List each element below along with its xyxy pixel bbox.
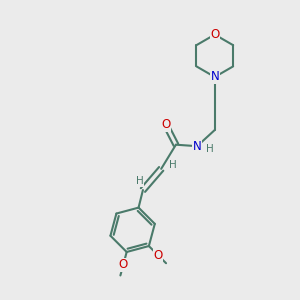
Text: O: O	[154, 249, 163, 262]
Text: N: N	[193, 140, 202, 153]
Text: O: O	[161, 118, 170, 131]
Text: O: O	[210, 28, 219, 41]
Text: H: H	[169, 160, 176, 170]
Text: H: H	[206, 143, 213, 154]
Text: H: H	[136, 176, 143, 186]
Text: N: N	[210, 70, 219, 83]
Text: O: O	[118, 258, 128, 271]
